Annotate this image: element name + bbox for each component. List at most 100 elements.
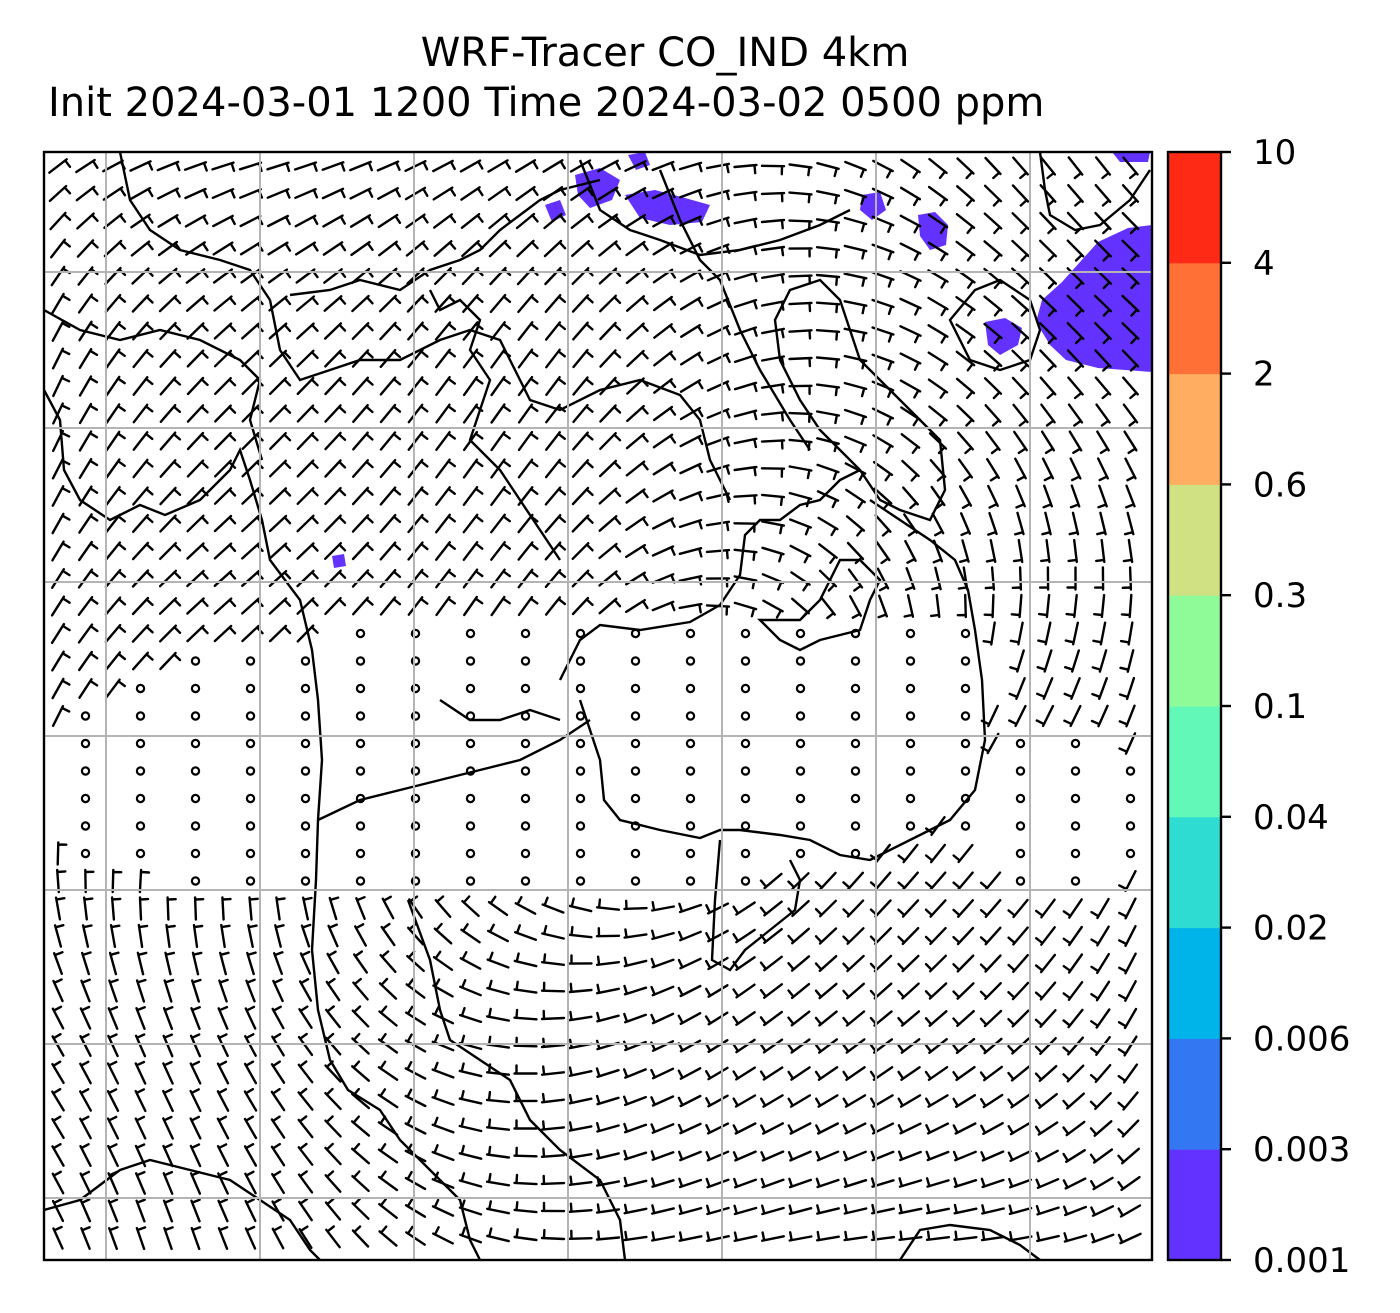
wind-barb — [270, 1060, 286, 1084]
wind-barb — [324, 569, 347, 588]
calm-wind-marker — [850, 683, 861, 694]
wind-barb — [1097, 457, 1109, 482]
wind-barb — [960, 512, 971, 537]
wind-barb — [377, 1115, 399, 1136]
wind-barb — [959, 539, 970, 563]
wind-barb — [1012, 403, 1029, 427]
wind-barb — [901, 459, 920, 482]
wind-barb — [433, 213, 457, 229]
wind-barb — [1008, 1204, 1033, 1216]
wind-barb — [760, 411, 786, 422]
wind-barb — [51, 457, 71, 480]
wind-barb — [679, 379, 704, 393]
wind-barb — [431, 1116, 455, 1134]
wind-barb — [733, 522, 758, 533]
wind-barb — [732, 1150, 757, 1162]
wind-barb — [186, 349, 209, 368]
calm-wind-marker — [190, 738, 201, 749]
wind-barb — [652, 405, 677, 422]
wind-barb — [1095, 403, 1111, 427]
wind-barb — [1091, 677, 1108, 700]
wind-barb — [983, 377, 1003, 400]
wind-barb — [352, 596, 374, 616]
wind-barb — [407, 541, 429, 561]
wind-barb — [103, 239, 127, 258]
tracer-patch-northeast-small — [985, 318, 1022, 355]
calm-wind-marker — [685, 628, 696, 639]
wind-barb — [927, 324, 949, 344]
wind-barb — [706, 492, 730, 503]
wind-barb — [678, 1150, 702, 1162]
wind-barb — [956, 185, 975, 207]
wind-barb — [1096, 430, 1110, 455]
wind-barb — [268, 542, 292, 560]
wind-barb — [460, 923, 481, 944]
wind-barb — [490, 513, 511, 534]
colorbar-segment — [1168, 152, 1221, 264]
wind-barb — [299, 950, 312, 975]
wind-barb — [134, 1115, 147, 1140]
wind-barb — [379, 349, 402, 368]
wind-barb — [924, 982, 948, 1000]
wind-barb — [733, 244, 758, 256]
calm-wind-marker — [960, 711, 971, 721]
wind-barb — [1007, 1121, 1032, 1136]
wind-barb — [132, 348, 154, 369]
map-background — [44, 152, 1152, 1260]
calm-wind-marker — [520, 766, 531, 776]
wind-barb — [302, 896, 313, 921]
country-border-river — [428, 289, 561, 561]
wind-barb — [1089, 1120, 1113, 1137]
calm-wind-marker — [520, 848, 531, 859]
wind-barb — [103, 213, 127, 229]
wind-barb — [51, 1088, 65, 1112]
wind-barb — [816, 190, 840, 205]
wind-barb — [598, 487, 622, 505]
colorbar-tick-label: 2 — [1253, 355, 1275, 395]
wind-barb — [788, 274, 813, 285]
wind-barb — [568, 1010, 593, 1022]
wind-barb — [268, 349, 292, 368]
coastline-island-northeast — [948, 278, 1042, 372]
wind-barb — [787, 1010, 811, 1027]
wind-barb — [432, 159, 456, 173]
wind-barb — [131, 569, 154, 588]
wind-barb — [186, 597, 209, 615]
wind-barb — [845, 488, 866, 509]
wind-barb — [435, 431, 456, 451]
wind-barb — [1066, 211, 1085, 235]
wind-barb — [490, 348, 511, 369]
wind-barb — [760, 493, 786, 507]
wind-barb — [650, 1150, 675, 1161]
wind-barb — [1036, 649, 1053, 673]
wind-barb — [679, 296, 704, 311]
wind-barb — [51, 347, 71, 370]
wind-barb — [759, 900, 783, 917]
wind-barb — [788, 329, 813, 340]
wind-barb — [214, 377, 237, 395]
wind-barb — [1121, 349, 1140, 372]
wind-barb — [1118, 897, 1137, 920]
wind-barb — [544, 321, 567, 341]
wind-barb — [298, 1005, 313, 1029]
wind-barb — [788, 163, 813, 177]
calm-wind-marker — [1125, 793, 1136, 804]
wind-barb — [842, 1094, 867, 1108]
wind-barb — [80, 1226, 91, 1250]
wind-barb — [1068, 511, 1080, 536]
calm-wind-marker — [740, 766, 751, 776]
calm-wind-marker — [685, 683, 696, 694]
wind-barb — [162, 1170, 174, 1195]
wind-barb — [623, 1203, 648, 1215]
wind-barb — [873, 487, 893, 510]
wind-barb — [462, 458, 484, 479]
calm-wind-marker — [190, 821, 201, 831]
wind-barb — [1062, 1064, 1085, 1083]
calm-wind-marker — [575, 821, 586, 831]
wind-barb — [106, 1088, 120, 1112]
wind-barb — [162, 1088, 174, 1113]
wind-barb — [760, 1177, 785, 1189]
wind-barb — [297, 1115, 314, 1139]
wind-barb — [490, 568, 511, 589]
wind-barb — [323, 322, 347, 340]
